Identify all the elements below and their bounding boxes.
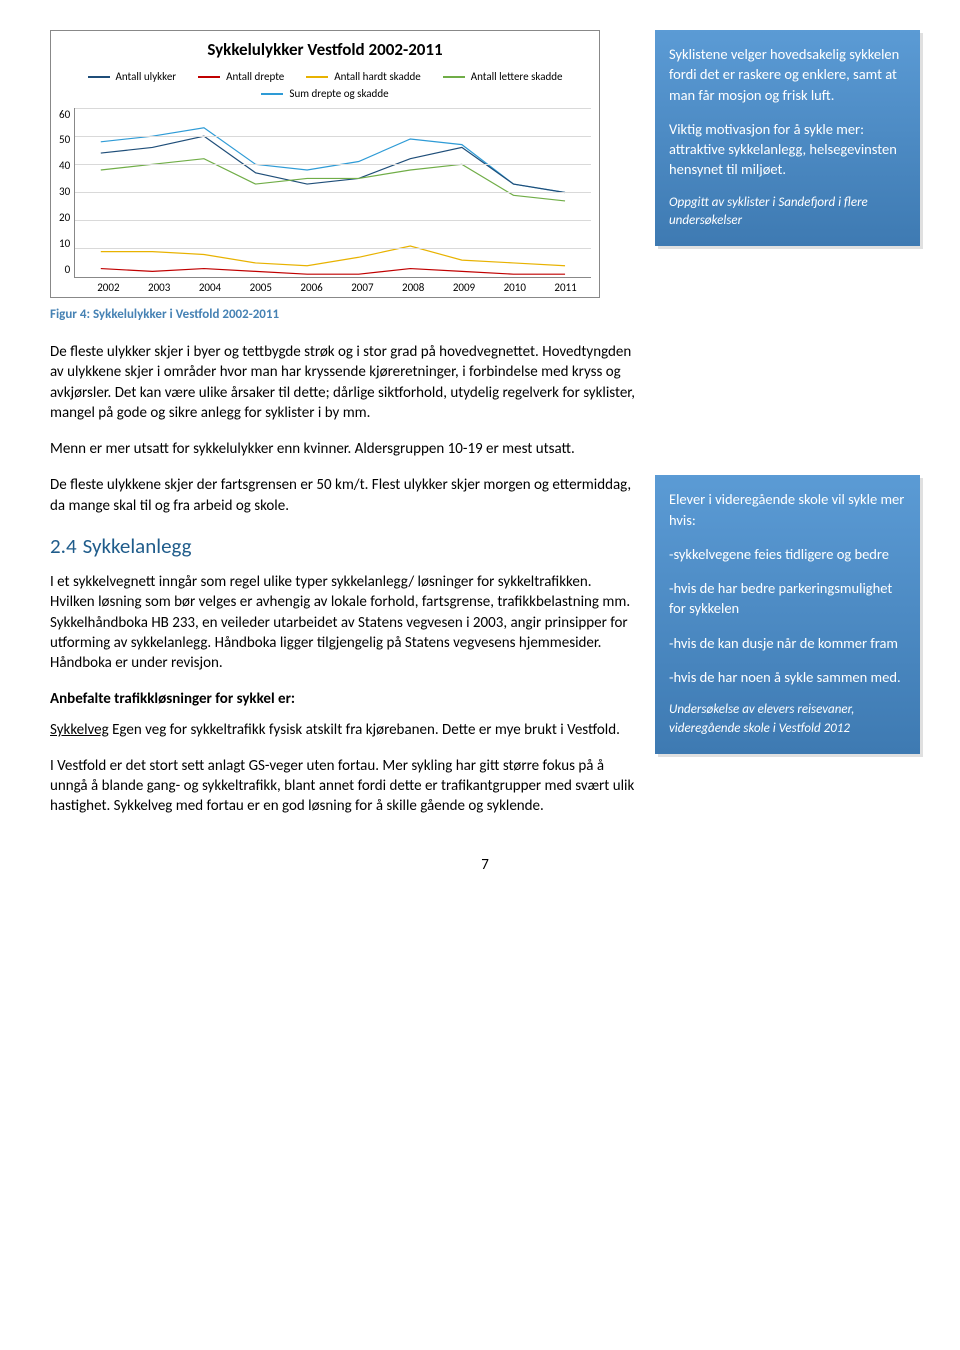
chart-legend: Antall ulykker Antall drepte Antall hardt … xyxy=(59,70,591,102)
page-number: 7 xyxy=(50,855,920,875)
body-paragraph: Menn er mer utsatt for sykkelulykker enn… xyxy=(50,439,637,459)
body-paragraph: I Vestfold er det stort sett anlagt GS-v… xyxy=(50,756,637,817)
section-heading: 2.4Sykkelanlegg xyxy=(50,532,637,560)
chart-y-axis: 6050403020100 xyxy=(59,108,74,278)
info-text: Syklistene velger hovedsakelig sykkelen … xyxy=(669,44,906,105)
body-paragraph: De fleste ulykkene skjer der fartsgrense… xyxy=(50,475,637,516)
legend-item: Sum drepte og skadde xyxy=(261,87,388,102)
chart-plot-area xyxy=(74,108,591,278)
chart-x-axis: 2002200320042005200620072008200920102011 xyxy=(83,278,591,296)
legend-item: Antall drepte xyxy=(198,70,284,85)
body-paragraph: De fleste ulykker skjer i byer og tettby… xyxy=(50,342,637,423)
info-text: -hvis de kan dusje når de kommer fram xyxy=(669,633,906,653)
info-text: -hvis de har noen å sykle sammen med. xyxy=(669,667,906,687)
info-source: Oppgitt av syklister i Sandefjord i fler… xyxy=(669,194,906,230)
chart-title: Sykkelulykker Vestfold 2002-2011 xyxy=(59,39,591,62)
body-paragraph: I et sykkelvegnett inngår som regel ulik… xyxy=(50,572,637,673)
info-source: Undersøkelse av elevers reisevaner, vide… xyxy=(669,701,906,737)
chart-container: Sykkelulykker Vestfold 2002-2011 Antall … xyxy=(50,30,600,298)
figure-caption: Figur 4: Sykkelulykker i Vestfold 2002-2… xyxy=(50,306,637,324)
sub-heading: Anbefalte trafikkløsninger for sykkel er… xyxy=(50,689,637,709)
info-box: Syklistene velger hovedsakelig sykkelen … xyxy=(655,30,920,246)
legend-item: Antall hardt skadde xyxy=(306,70,421,85)
info-text: -sykkelvegene feies tidligere og bedre xyxy=(669,544,906,564)
info-text: Elever i videregående skole vil sykle me… xyxy=(669,489,906,530)
info-text: Viktig motivasjon for å sykle mer: attra… xyxy=(669,119,906,180)
info-box: Elever i videregående skole vil sykle me… xyxy=(655,475,920,753)
body-paragraph: Sykkelveg Egen veg for sykkeltrafikk fys… xyxy=(50,720,637,740)
legend-item: Antall lettere skadde xyxy=(443,70,563,85)
legend-item: Antall ulykker xyxy=(88,70,177,85)
info-text: -hvis de har bedre parkeringsmulighet fo… xyxy=(669,578,906,619)
